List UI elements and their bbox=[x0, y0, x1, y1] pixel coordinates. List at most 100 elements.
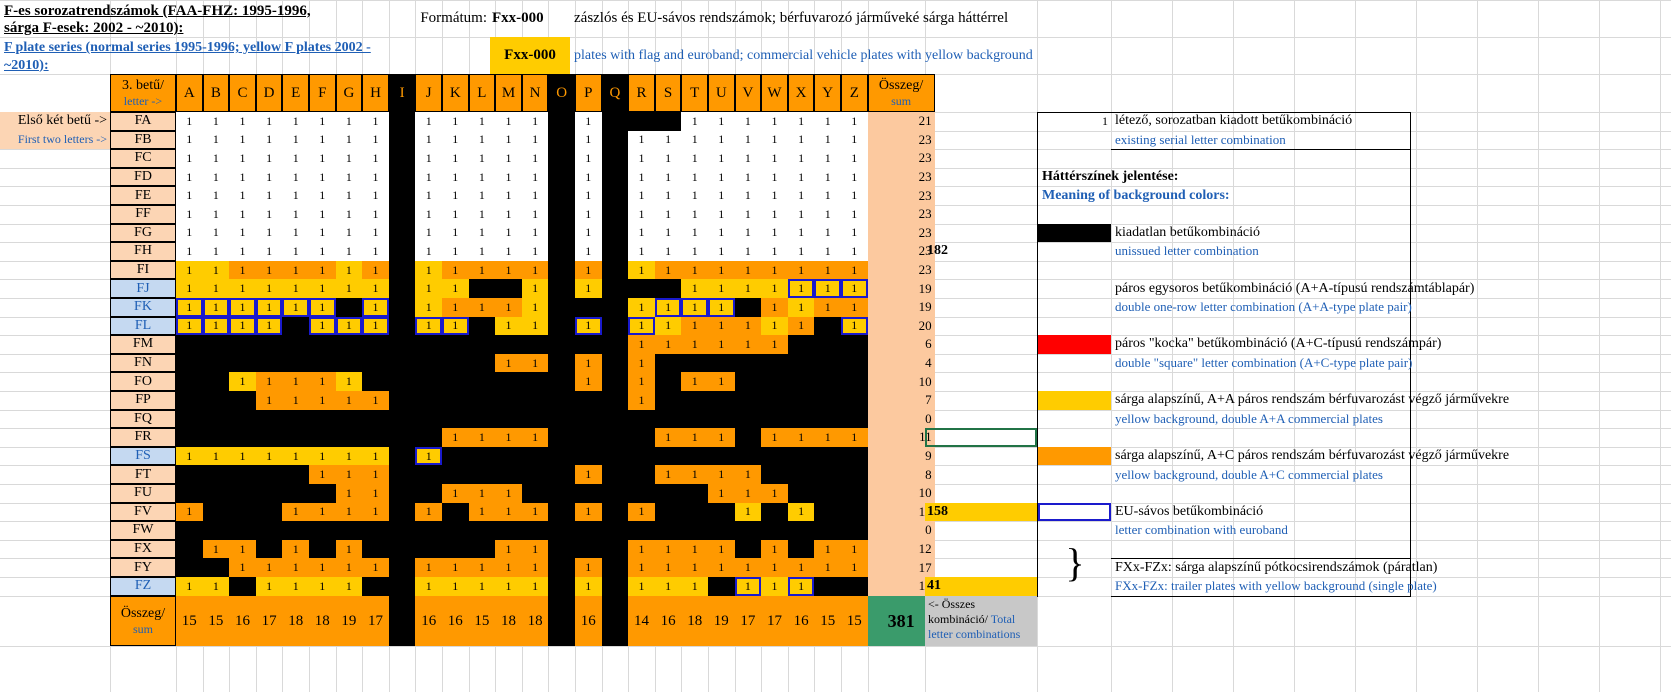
grid-cell[interactable] bbox=[388, 260, 416, 280]
grid-cell[interactable] bbox=[814, 391, 841, 410]
grid-cell[interactable]: 1 bbox=[335, 577, 363, 596]
grid-cell[interactable] bbox=[575, 484, 602, 503]
grid-cell[interactable] bbox=[388, 502, 416, 522]
row-header-fo[interactable]: FO bbox=[110, 372, 176, 391]
grid-cell[interactable] bbox=[654, 353, 682, 373]
grid-cell[interactable]: 1 bbox=[521, 428, 549, 447]
grid-cell[interactable]: 1 bbox=[202, 149, 230, 168]
total-label[interactable]: <- Összes kombináció/ Total letter combi… bbox=[925, 596, 1037, 646]
grid-cell[interactable] bbox=[601, 335, 629, 354]
grid-cell[interactable]: 1 bbox=[654, 149, 682, 168]
grid-cell[interactable] bbox=[388, 279, 416, 298]
grid-cell[interactable] bbox=[548, 167, 575, 187]
grid-cell[interactable] bbox=[255, 409, 283, 429]
row-header-fd[interactable]: FD bbox=[110, 167, 176, 187]
row-sum[interactable]: 12 bbox=[867, 539, 935, 559]
grid-cell[interactable]: 1 bbox=[442, 130, 469, 150]
grid-cell[interactable]: 1 bbox=[628, 130, 655, 150]
grid-cell[interactable]: 1 bbox=[575, 558, 602, 577]
col-header-c[interactable]: C bbox=[229, 74, 256, 112]
grid-cell[interactable] bbox=[841, 409, 868, 429]
grid-cell[interactable]: 1 bbox=[229, 260, 256, 280]
grid-cell[interactable]: 1 bbox=[521, 130, 549, 150]
grid-cell[interactable] bbox=[654, 279, 682, 298]
grid-cell[interactable] bbox=[521, 521, 549, 540]
column-sum[interactable]: 14 bbox=[628, 596, 655, 646]
col-header-t[interactable]: T bbox=[681, 74, 708, 112]
grid-cell[interactable] bbox=[734, 353, 762, 373]
grid-cell[interactable]: 1 bbox=[495, 353, 522, 373]
grid-cell[interactable] bbox=[388, 167, 416, 187]
grid-cell[interactable] bbox=[787, 521, 815, 540]
grid-cell[interactable]: 1 bbox=[255, 260, 283, 280]
legend-black-en[interactable]: unissued letter combination bbox=[1115, 243, 1259, 259]
col-header-i[interactable]: I bbox=[388, 74, 416, 112]
grid-cell[interactable]: 1 bbox=[761, 242, 788, 261]
grid-cell[interactable] bbox=[335, 298, 363, 317]
grid-cell[interactable]: 1 bbox=[521, 577, 549, 596]
grid-cell[interactable] bbox=[468, 521, 496, 540]
grid-cell[interactable]: 1 bbox=[415, 558, 442, 577]
grid-cell[interactable]: 1 bbox=[521, 502, 549, 522]
grid-cell[interactable] bbox=[601, 465, 629, 484]
grid-cell[interactable] bbox=[176, 409, 203, 429]
grid-cell[interactable]: 1 bbox=[468, 112, 496, 131]
grid-cell[interactable] bbox=[388, 446, 416, 466]
grid-cell[interactable]: 1 bbox=[255, 149, 283, 168]
grid-cell[interactable] bbox=[787, 372, 815, 391]
grid-cell[interactable] bbox=[628, 484, 655, 503]
grid-cell[interactable] bbox=[814, 446, 841, 466]
grid-cell[interactable] bbox=[654, 372, 682, 391]
row-sum[interactable]: 23 bbox=[867, 242, 935, 261]
grid-cell[interactable] bbox=[442, 353, 469, 373]
grid-cell[interactable] bbox=[575, 521, 602, 540]
grid-cell[interactable]: 1 bbox=[654, 577, 682, 596]
legend-white-en[interactable]: double one-row letter combination (A+A-t… bbox=[1115, 299, 1412, 315]
grid-cell[interactable]: 1 bbox=[415, 446, 442, 466]
grid-cell[interactable] bbox=[202, 391, 230, 410]
grid-cell[interactable]: 1 bbox=[229, 223, 256, 243]
grid-cell[interactable]: 1 bbox=[708, 186, 735, 205]
grid-cell[interactable]: 1 bbox=[708, 428, 735, 447]
grid-cell[interactable] bbox=[628, 446, 655, 466]
grid-cell[interactable] bbox=[601, 428, 629, 447]
grid-cell[interactable]: 1 bbox=[176, 279, 203, 298]
col-header-b[interactable]: B bbox=[202, 74, 230, 112]
grid-cell[interactable]: 1 bbox=[255, 242, 283, 261]
grid-cell[interactable]: 1 bbox=[415, 223, 442, 243]
grid-cell[interactable] bbox=[708, 391, 735, 410]
grid-cell[interactable] bbox=[787, 465, 815, 484]
grid-cell[interactable] bbox=[601, 353, 629, 373]
legend-white-hu[interactable]: páros egysoros betűkombináció (A+A-típus… bbox=[1115, 280, 1475, 296]
grid-cell[interactable]: 1 bbox=[335, 186, 363, 205]
grid-cell[interactable]: 1 bbox=[521, 223, 549, 243]
grid-cell[interactable] bbox=[415, 409, 442, 429]
grid-cell[interactable]: 1 bbox=[495, 316, 522, 336]
grid-cell[interactable]: 1 bbox=[734, 223, 762, 243]
column-sum[interactable]: 15 bbox=[202, 596, 230, 646]
grid-cell[interactable]: 1 bbox=[761, 335, 788, 354]
grid-cell[interactable]: 1 bbox=[787, 279, 815, 298]
grid-cell[interactable]: 1 bbox=[761, 130, 788, 150]
grid-cell[interactable] bbox=[814, 502, 841, 522]
grid-cell[interactable] bbox=[734, 446, 762, 466]
grid-cell[interactable]: 1 bbox=[814, 167, 841, 187]
row-sum[interactable]: 23 bbox=[867, 186, 935, 205]
grid-cell[interactable] bbox=[362, 353, 389, 373]
grid-cell[interactable]: 1 bbox=[681, 130, 708, 150]
grid-cell[interactable]: 1 bbox=[681, 186, 708, 205]
grid-cell[interactable] bbox=[255, 502, 283, 522]
grid-cell[interactable] bbox=[229, 502, 256, 522]
col-header-v[interactable]: V bbox=[734, 74, 762, 112]
grid-cell[interactable]: 1 bbox=[628, 539, 655, 559]
grid-cell[interactable] bbox=[521, 409, 549, 429]
grid-cell[interactable]: 1 bbox=[309, 112, 336, 131]
grid-cell[interactable]: 1 bbox=[787, 186, 815, 205]
grid-cell[interactable]: 1 bbox=[575, 223, 602, 243]
grid-cell[interactable]: 1 bbox=[229, 539, 256, 559]
grid-cell[interactable] bbox=[681, 391, 708, 410]
grid-cell[interactable] bbox=[229, 521, 256, 540]
grid-cell[interactable]: 1 bbox=[787, 242, 815, 261]
grid-cell[interactable]: 1 bbox=[442, 558, 469, 577]
grid-cell[interactable]: 1 bbox=[309, 149, 336, 168]
